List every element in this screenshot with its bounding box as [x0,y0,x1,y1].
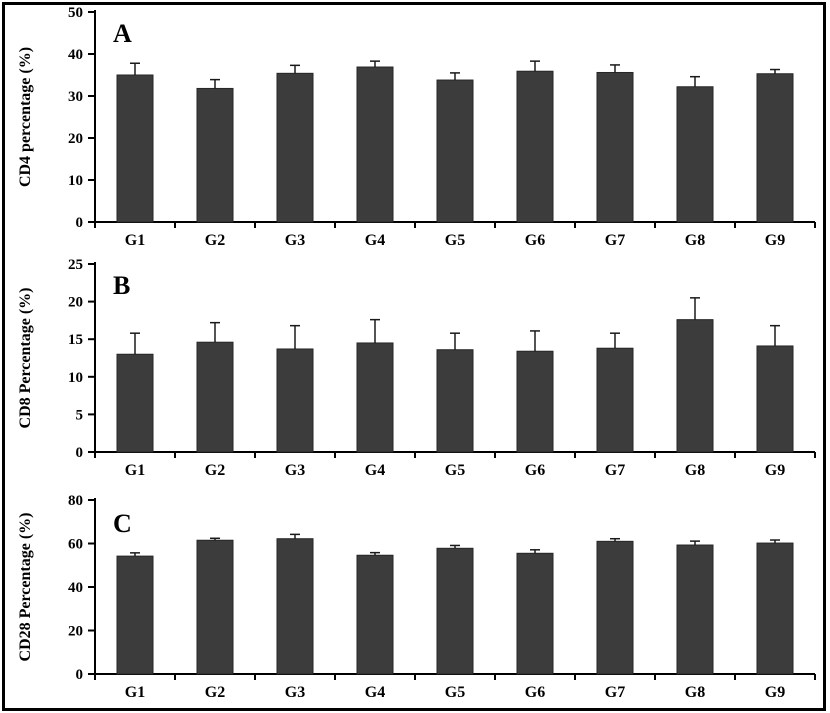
bar-B-G5 [436,349,474,453]
bar-B-G2 [196,341,234,453]
y-tick-label: 20 [68,624,83,640]
x-category-label: G3 [285,684,305,701]
x-category-label: G4 [365,462,385,479]
bar-C-G8 [676,544,714,675]
bar-A-G3 [276,72,314,223]
y-tick-label: 20 [68,295,83,311]
x-category-label: G3 [285,232,305,249]
y-tick-label: 20 [68,131,83,147]
y-tick-label: 0 [76,215,84,231]
y-tick-label: 40 [68,580,83,596]
x-category-label: G6 [525,232,545,249]
y-tick-label: 10 [68,370,83,386]
x-category-label: G7 [605,232,625,249]
x-category-label: G1 [125,684,145,701]
bar-B-G9 [756,345,794,453]
panel-letter: C [113,509,132,538]
x-category-label: G8 [685,462,705,479]
bar-B-G8 [676,319,714,453]
y-axis-title: CD4 percentage (%) [17,47,34,187]
x-category-label: G5 [445,684,465,701]
y-tick-label: 30 [68,89,83,105]
bar-C-G4 [356,554,394,675]
bar-C-G5 [436,547,474,675]
y-tick-label: 25 [68,257,83,273]
bar-C-G3 [276,538,314,675]
bar-B-G7 [596,347,634,453]
panel-letter: A [113,19,132,48]
panel-letter: B [113,271,130,300]
x-category-label: G9 [765,462,785,479]
x-category-label: G4 [365,232,385,249]
y-axis-title: CD8 Percentage (%) [17,288,34,429]
bar-B-G3 [276,348,314,453]
x-category-label: G1 [125,232,145,249]
x-category-label: G5 [445,232,465,249]
x-category-label: G6 [525,684,545,701]
x-category-label: G9 [765,232,785,249]
y-axis-title: CD28 Percentage (%) [17,513,34,662]
y-tick-label: 15 [68,332,83,348]
x-category-label: G5 [445,462,465,479]
bar-C-G6 [516,552,554,675]
y-tick-label: 10 [68,173,83,189]
bar-A-G1 [116,74,154,223]
x-category-label: G7 [605,462,625,479]
y-tick-label: 80 [68,493,83,509]
x-category-label: G8 [685,684,705,701]
bar-C-G7 [596,540,634,675]
y-tick-label: 50 [68,5,83,21]
x-category-label: G4 [365,684,385,701]
x-category-label: G9 [765,684,785,701]
x-category-label: G8 [685,232,705,249]
x-category-label: G2 [205,232,225,249]
bar-A-G2 [196,87,234,223]
bar-A-G4 [356,66,394,223]
bar-B-G6 [516,350,554,453]
x-category-label: G2 [205,462,225,479]
bar-C-G1 [116,555,154,675]
x-category-label: G6 [525,462,545,479]
bar-A-G5 [436,79,474,223]
bar-B-G1 [116,353,154,453]
x-category-label: G7 [605,684,625,701]
y-tick-label: 5 [76,407,84,423]
y-tick-label: 0 [76,445,84,461]
x-category-label: G1 [125,462,145,479]
bar-C-G9 [756,542,794,675]
bar-A-G9 [756,73,794,223]
y-tick-label: 0 [76,667,84,683]
bar-A-G8 [676,86,714,223]
x-category-label: G3 [285,462,305,479]
y-tick-label: 40 [68,47,83,63]
bar-A-G6 [516,70,554,223]
bar-A-G7 [596,71,634,223]
y-tick-label: 60 [68,537,83,553]
x-category-label: G2 [205,684,225,701]
bar-B-G4 [356,342,394,453]
bar-C-G2 [196,539,234,675]
